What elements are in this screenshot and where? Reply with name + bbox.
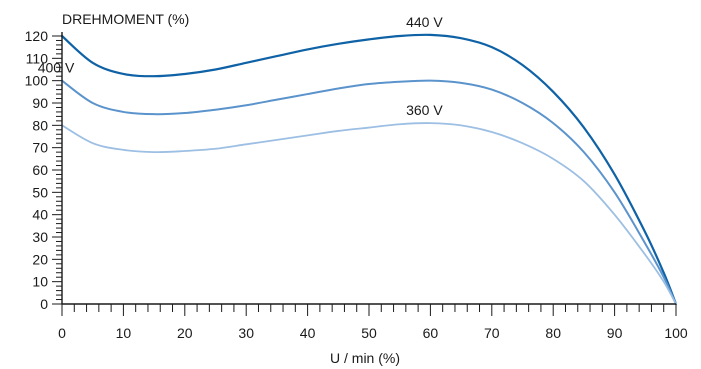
series-label: 440 V <box>406 14 443 30</box>
x-tick-label: 30 <box>238 325 254 341</box>
y-tick-label: 30 <box>32 229 48 245</box>
x-tick-label: 90 <box>607 325 623 341</box>
series-line-440v <box>60 33 678 306</box>
series-label: 400 V <box>38 60 75 76</box>
x-tick-label: 80 <box>545 325 561 341</box>
series-line-360v <box>61 122 677 305</box>
y-tick-label: 20 <box>32 251 48 267</box>
x-axis-title: U / min (%) <box>330 350 400 366</box>
y-tick-label: 40 <box>32 207 48 223</box>
x-tick-label: 0 <box>58 325 66 341</box>
y-tick-label: 0 <box>40 296 48 312</box>
axes-layer <box>52 32 677 316</box>
x-tick-label: 40 <box>300 325 316 341</box>
y-tick-label: 60 <box>32 162 48 178</box>
y-tick-label: 100 <box>25 73 49 89</box>
x-tick-label: 20 <box>177 325 193 341</box>
y-tick-label: 80 <box>32 117 48 133</box>
labels-layer: 0 10 20 30 40 50 60 70 80 90 100 0 10 20 30 40 50 60 70 80 9… <box>25 14 688 341</box>
x-tick-label: 70 <box>484 325 500 341</box>
x-tick-label: 60 <box>423 325 439 341</box>
y-tick-label: 70 <box>32 140 48 156</box>
series-line-400v <box>61 79 677 305</box>
y-axis-title: DREHMOMENT (%) <box>62 11 189 27</box>
y-tick-label: 10 <box>32 274 48 290</box>
x-tick-label: 10 <box>116 325 132 341</box>
curves-layer <box>60 33 678 306</box>
y-tick-label: 120 <box>25 28 49 44</box>
y-tick-label: 90 <box>32 95 48 111</box>
y-tick-label: 50 <box>32 184 48 200</box>
x-tick-label: 100 <box>664 325 688 341</box>
y-tick-label: 110 <box>26 50 49 66</box>
x-tick-label: 50 <box>361 325 377 341</box>
series-label: 360 V <box>406 102 443 118</box>
